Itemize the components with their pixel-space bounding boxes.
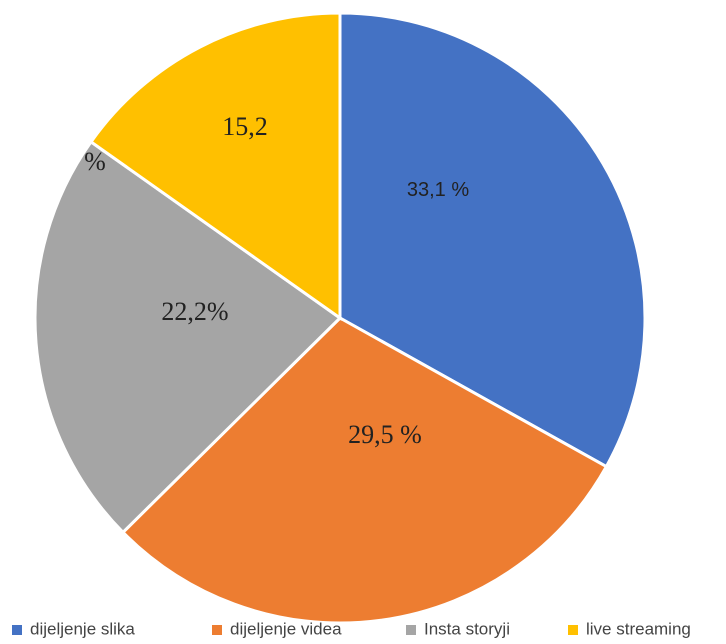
legend-label: dijeljenje videa [230,619,342,638]
legend-swatch [406,625,416,635]
legend-swatch [212,625,222,635]
legend-label: Insta storyji [424,619,510,638]
pie-slice [120,316,609,625]
legend-swatch [568,625,578,635]
pie-slice [88,11,342,321]
legend-label: dijeljenje slika [30,619,135,638]
legend-label: live streaming [586,619,691,638]
pie-slice [33,139,343,535]
pie-slice [338,11,647,469]
data-label: 15,2 [222,112,268,141]
data-label: 29,5 % [348,420,422,449]
data-label: 33,1 % [407,179,469,201]
legend-swatch [12,625,22,635]
annotation: % [84,147,106,176]
data-label: 22,2% [161,297,228,326]
